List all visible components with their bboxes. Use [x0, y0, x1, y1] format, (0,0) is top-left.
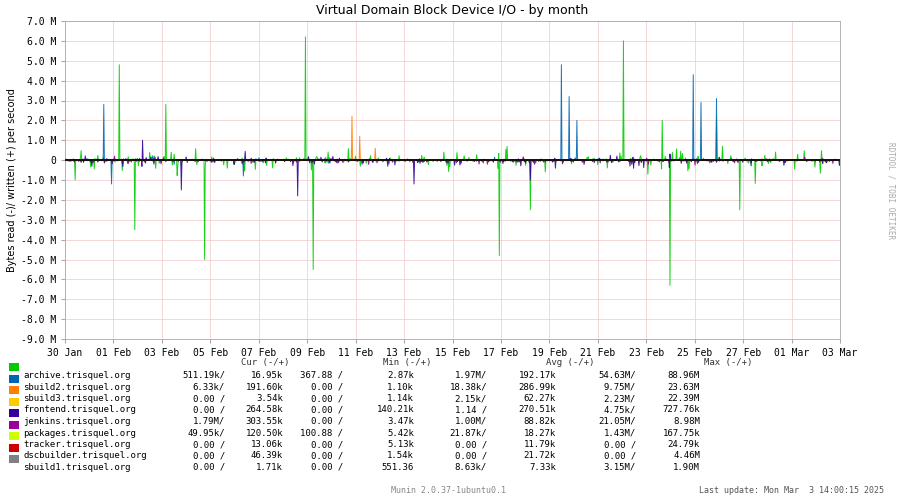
Text: 8.98M: 8.98M — [673, 417, 700, 426]
Text: jenkins.trisquel.org: jenkins.trisquel.org — [23, 417, 130, 426]
Text: 0.00 /: 0.00 / — [193, 394, 225, 403]
Text: 5.13k: 5.13k — [388, 440, 414, 449]
Text: 23.63M: 23.63M — [667, 382, 700, 391]
Text: 551.36: 551.36 — [382, 463, 414, 472]
Text: 1.90M: 1.90M — [673, 463, 700, 472]
Text: 49.95k/: 49.95k/ — [187, 428, 225, 437]
Text: dscbuilder.trisquel.org: dscbuilder.trisquel.org — [23, 451, 146, 460]
Text: 3.54k: 3.54k — [257, 394, 283, 403]
Text: archive.trisquel.org: archive.trisquel.org — [23, 371, 130, 380]
Text: 46.39k: 46.39k — [251, 451, 283, 460]
Text: 120.50k: 120.50k — [246, 428, 283, 437]
Text: 264.58k: 264.58k — [246, 405, 283, 414]
Text: 1.14 /: 1.14 / — [455, 405, 487, 414]
Text: 4.75k/: 4.75k/ — [604, 405, 636, 414]
Text: 0.00 /: 0.00 / — [604, 440, 636, 449]
Text: 167.75k: 167.75k — [662, 428, 700, 437]
Text: 3.47k: 3.47k — [388, 417, 414, 426]
Text: 1.14k: 1.14k — [388, 394, 414, 403]
Text: frontend.trisquel.org: frontend.trisquel.org — [23, 405, 135, 414]
Text: 0.00 /: 0.00 / — [604, 451, 636, 460]
Text: 88.96M: 88.96M — [667, 371, 700, 380]
Text: 62.27k: 62.27k — [524, 394, 556, 403]
Text: Min (-/+): Min (-/+) — [383, 358, 431, 367]
Text: 54.63M/: 54.63M/ — [598, 371, 636, 380]
Text: 1.79M/: 1.79M/ — [193, 417, 225, 426]
Text: 9.75M/: 9.75M/ — [604, 382, 636, 391]
Text: 192.17k: 192.17k — [518, 371, 556, 380]
Text: RDTOOL / TOBI OETIKER: RDTOOL / TOBI OETIKER — [886, 142, 895, 239]
Text: 4.46M: 4.46M — [673, 451, 700, 460]
Text: 140.21k: 140.21k — [377, 405, 414, 414]
Text: 24.79k: 24.79k — [667, 440, 700, 449]
Text: 11.79k: 11.79k — [524, 440, 556, 449]
Text: 16.95k: 16.95k — [251, 371, 283, 380]
Text: sbuild1.trisquel.org: sbuild1.trisquel.org — [23, 463, 130, 472]
Text: 6.33k/: 6.33k/ — [193, 382, 225, 391]
Text: 18.38k/: 18.38k/ — [449, 382, 487, 391]
Text: Cur (-/+): Cur (-/+) — [240, 358, 289, 367]
Text: 21.87k/: 21.87k/ — [449, 428, 487, 437]
Text: 303.55k: 303.55k — [246, 417, 283, 426]
Text: 0.00 /: 0.00 / — [310, 382, 343, 391]
Text: 286.99k: 286.99k — [518, 382, 556, 391]
Text: 5.42k: 5.42k — [388, 428, 414, 437]
Text: 270.51k: 270.51k — [518, 405, 556, 414]
Text: 18.27k: 18.27k — [524, 428, 556, 437]
Text: 0.00 /: 0.00 / — [310, 405, 343, 414]
Text: Munin 2.0.37-1ubuntu0.1: Munin 2.0.37-1ubuntu0.1 — [391, 486, 506, 495]
Text: 2.23M/: 2.23M/ — [604, 394, 636, 403]
Text: 0.00 /: 0.00 / — [310, 451, 343, 460]
Text: 100.88 /: 100.88 / — [300, 428, 343, 437]
Text: Avg (-/+): Avg (-/+) — [545, 358, 594, 367]
Text: sbuild2.trisquel.org: sbuild2.trisquel.org — [23, 382, 130, 391]
Text: 2.15k/: 2.15k/ — [455, 394, 487, 403]
Text: 0.00 /: 0.00 / — [455, 451, 487, 460]
Text: 21.05M/: 21.05M/ — [598, 417, 636, 426]
Text: 1.97M/: 1.97M/ — [455, 371, 487, 380]
Text: 0.00 /: 0.00 / — [310, 394, 343, 403]
Text: sbuild3.trisquel.org: sbuild3.trisquel.org — [23, 394, 130, 403]
Text: 0.00 /: 0.00 / — [193, 463, 225, 472]
Text: 1.43M/: 1.43M/ — [604, 428, 636, 437]
Text: 0.00 /: 0.00 / — [193, 451, 225, 460]
Text: 191.60k: 191.60k — [246, 382, 283, 391]
Text: 2.87k: 2.87k — [388, 371, 414, 380]
Text: 8.63k/: 8.63k/ — [455, 463, 487, 472]
Text: 1.54k: 1.54k — [388, 451, 414, 460]
Text: 0.00 /: 0.00 / — [193, 405, 225, 414]
Text: 0.00 /: 0.00 / — [193, 440, 225, 449]
Text: 0.00 /: 0.00 / — [310, 440, 343, 449]
Text: Last update: Mon Mar  3 14:00:15 2025: Last update: Mon Mar 3 14:00:15 2025 — [699, 486, 884, 495]
Text: 367.88 /: 367.88 / — [300, 371, 343, 380]
Text: 1.10k: 1.10k — [388, 382, 414, 391]
Text: 22.39M: 22.39M — [667, 394, 700, 403]
Text: 7.33k: 7.33k — [529, 463, 556, 472]
Text: 1.71k: 1.71k — [257, 463, 283, 472]
Y-axis label: Bytes read (-)/ written (+) per second: Bytes read (-)/ written (+) per second — [6, 88, 16, 272]
Title: Virtual Domain Block Device I/O - by month: Virtual Domain Block Device I/O - by mon… — [317, 4, 588, 17]
Text: 0.00 /: 0.00 / — [455, 440, 487, 449]
Text: 13.06k: 13.06k — [251, 440, 283, 449]
Text: 1.00M/: 1.00M/ — [455, 417, 487, 426]
Text: tracker.trisquel.org: tracker.trisquel.org — [23, 440, 130, 449]
Text: 0.00 /: 0.00 / — [310, 417, 343, 426]
Text: Max (-/+): Max (-/+) — [704, 358, 753, 367]
Text: packages.trisquel.org: packages.trisquel.org — [23, 428, 135, 437]
Text: 21.72k: 21.72k — [524, 451, 556, 460]
Text: 3.15M/: 3.15M/ — [604, 463, 636, 472]
Text: 511.19k/: 511.19k/ — [182, 371, 225, 380]
Text: 0.00 /: 0.00 / — [310, 463, 343, 472]
Text: 727.76k: 727.76k — [662, 405, 700, 414]
Text: 88.82k: 88.82k — [524, 417, 556, 426]
